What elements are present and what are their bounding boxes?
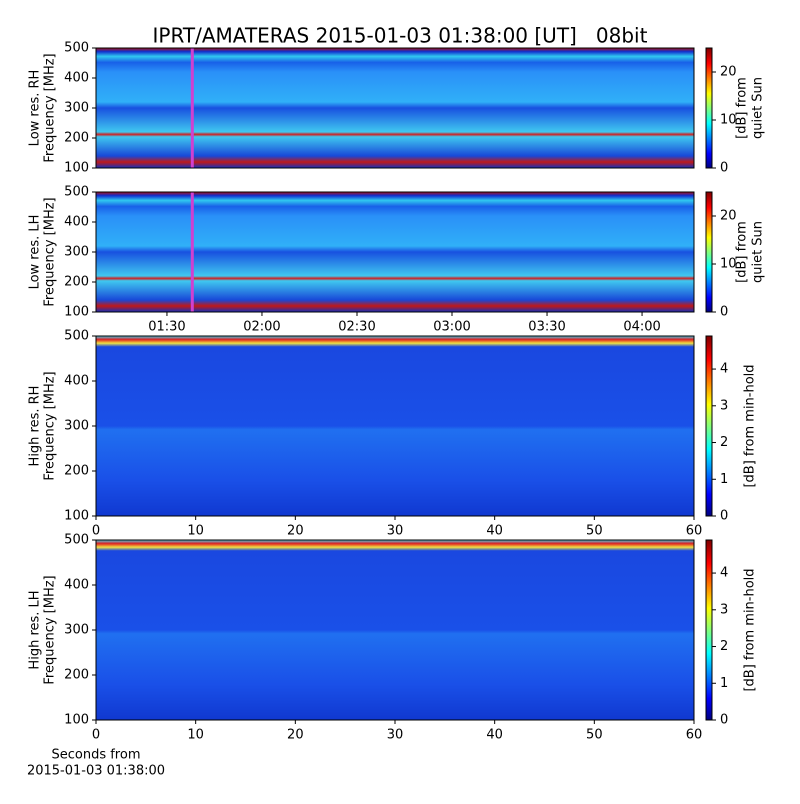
colorbar-tick-label: 1 <box>720 472 728 487</box>
x-tick-label: 30 <box>387 524 404 539</box>
y-axis-label: High res. RH <box>28 386 43 467</box>
y-tick-label: 200 <box>64 668 89 683</box>
y-axis-label: Low res. RH <box>28 70 43 147</box>
colorbar <box>705 539 713 721</box>
colorbar-label: quiet Sun <box>751 77 766 139</box>
x-axis-label: Seconds from <box>51 748 140 763</box>
x-tick-label: 0 <box>92 524 100 539</box>
y-tick-label: 300 <box>64 623 89 638</box>
y-tick-label: 500 <box>64 329 89 344</box>
colorbar-tick-label: 20 <box>720 209 737 224</box>
x-tick-label: 50 <box>586 728 603 743</box>
x-tick-label: 03:00 <box>433 320 470 335</box>
x-tick-label: 30 <box>387 728 404 743</box>
y-tick-label: 300 <box>64 245 89 260</box>
y-tick-label: 400 <box>64 215 89 230</box>
y-tick-label: 200 <box>64 131 89 146</box>
x-tick-label: 40 <box>486 728 503 743</box>
y-tick-label: 500 <box>64 41 89 56</box>
colorbar <box>705 191 713 313</box>
colorbar-label: [dB] from min-hold <box>743 568 758 691</box>
y-axis-label: Frequency [MHz] <box>43 197 58 306</box>
colorbar-tick-label: 1 <box>720 676 728 691</box>
colorbar-label: [dB] from <box>735 77 750 139</box>
x-axis-label: 2015-01-03 01:38:00 <box>27 764 165 779</box>
colorbar-tick-label: 4 <box>720 362 728 377</box>
x-tick-label: 02:30 <box>338 320 375 335</box>
x-tick-label: 0 <box>92 728 100 743</box>
x-tick-label: 20 <box>287 524 304 539</box>
y-tick-label: 300 <box>64 101 89 116</box>
colorbar-tick-label: 0 <box>720 713 728 728</box>
y-tick-label: 200 <box>64 275 89 290</box>
spectrogram-image <box>96 540 694 720</box>
spectrogram-image <box>96 48 694 168</box>
x-tick-label: 10 <box>187 728 204 743</box>
colorbar-tick-label: 20 <box>720 65 737 80</box>
colorbar <box>705 335 713 517</box>
y-axis-label: Low res. LH <box>28 215 43 290</box>
colorbar-tick-label: 2 <box>720 639 728 654</box>
y-axis-label: Frequency [MHz] <box>43 575 58 684</box>
x-tick-label: 10 <box>187 524 204 539</box>
colorbar-label: quiet Sun <box>751 221 766 283</box>
x-tick-label: 03:30 <box>528 320 565 335</box>
x-tick-label: 20 <box>287 728 304 743</box>
y-tick-label: 500 <box>64 185 89 200</box>
y-tick-label: 500 <box>64 533 89 548</box>
x-tick-label: 02:00 <box>243 320 280 335</box>
colorbar-label: [dB] from min-hold <box>743 364 758 487</box>
x-tick-label: 04:00 <box>623 320 660 335</box>
x-tick-label: 50 <box>586 524 603 539</box>
spectrogram-image <box>96 192 694 312</box>
colorbar-tick-label: 10 <box>720 113 737 128</box>
colorbar <box>705 47 713 169</box>
chart-title: IPRT/AMATERAS 2015-01-03 01:38:00 [UT] 0… <box>153 24 648 48</box>
colorbar-tick-label: 3 <box>720 602 728 617</box>
colorbar-tick-label: 3 <box>720 398 728 413</box>
colorbar-tick-label: 4 <box>720 566 728 581</box>
y-tick-label: 200 <box>64 464 89 479</box>
y-axis-label: Frequency [MHz] <box>43 53 58 162</box>
colorbar-tick-label: 2 <box>720 435 728 450</box>
y-tick-label: 100 <box>64 161 89 176</box>
y-tick-label: 100 <box>64 713 89 728</box>
colorbar-tick-label: 0 <box>720 161 728 176</box>
y-axis-label: High res. LH <box>28 590 43 669</box>
colorbar-tick-label: 0 <box>720 305 728 320</box>
y-tick-label: 400 <box>64 71 89 86</box>
colorbar-tick-label: 10 <box>720 257 737 272</box>
colorbar-label: [dB] from <box>735 221 750 283</box>
y-tick-label: 400 <box>64 578 89 593</box>
colorbar-tick-label: 0 <box>720 509 728 524</box>
y-tick-label: 300 <box>64 419 89 434</box>
spectrogram-image <box>96 336 694 516</box>
x-tick-label: 60 <box>686 524 703 539</box>
x-tick-label: 60 <box>686 728 703 743</box>
y-tick-label: 400 <box>64 374 89 389</box>
x-tick-label: 40 <box>486 524 503 539</box>
x-tick-label: 01:30 <box>148 320 185 335</box>
y-tick-label: 100 <box>64 305 89 320</box>
y-axis-label: Frequency [MHz] <box>43 371 58 480</box>
y-tick-label: 100 <box>64 509 89 524</box>
